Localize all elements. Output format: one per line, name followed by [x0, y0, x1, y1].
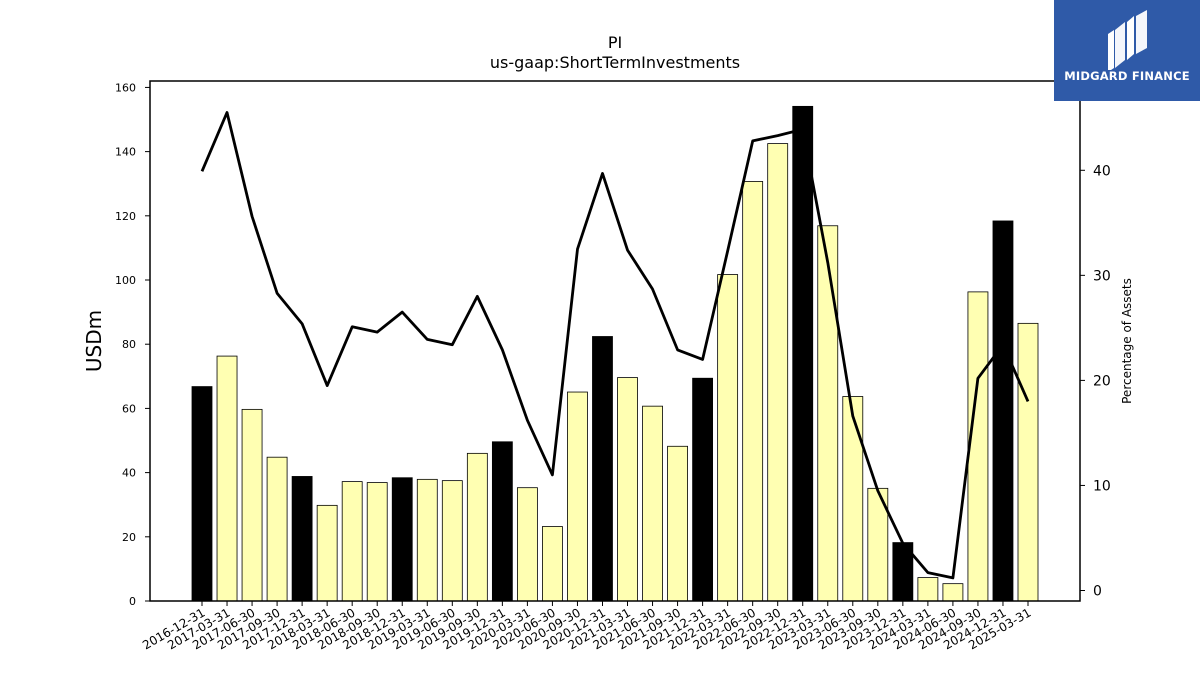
bar-2022-03-31 — [717, 274, 739, 602]
bar-2019-12-31 — [491, 441, 513, 602]
y-axis-right: 0 10 20 30 40 — [1080, 163, 1111, 599]
bar-2020-09-30 — [567, 391, 588, 602]
bar-2019-09-30 — [466, 452, 488, 602]
chart-subtitle: us-gaap:ShortTermInvestments — [490, 53, 740, 72]
y2-tick-label: 20 — [1093, 373, 1111, 389]
y-tick-label: 100 — [115, 274, 136, 287]
bar-2024-03-31 — [917, 577, 939, 602]
bar-2017-06-30 — [241, 408, 263, 602]
bar-2020-12-31 — [592, 336, 613, 602]
bar-2018-12-31 — [391, 477, 413, 602]
y-axis-left: 0 20 40 60 80 100 120 140 160 — [115, 81, 150, 608]
plot-frame — [149, 80, 1081, 602]
x-axis: 2016-12-312017-03-312017-06-302017-09-30… — [140, 601, 1034, 652]
y-tick-label: 160 — [115, 81, 136, 94]
bar-2021-06-30 — [642, 405, 663, 602]
y-tick-label: 80 — [122, 338, 136, 351]
y-tick-label: 120 — [115, 210, 136, 223]
y-tick-label: 40 — [122, 467, 136, 480]
bar-2022-12-31 — [792, 105, 814, 602]
bar-2016-12-31 — [191, 386, 213, 602]
bar-2021-09-30 — [667, 445, 688, 602]
y2-tick-label: 0 — [1093, 583, 1102, 599]
bar-series — [191, 105, 1039, 602]
y-tick-label: 20 — [122, 531, 136, 544]
bar-2021-03-31 — [617, 377, 638, 602]
bar-2019-06-30 — [441, 480, 463, 602]
bar-2024-06-30 — [942, 583, 964, 602]
y2-tick-label: 40 — [1093, 163, 1111, 179]
y-axis-label-left: USDm — [82, 310, 106, 372]
bar-2023-06-30 — [842, 396, 864, 602]
y-tick-label: 0 — [129, 595, 136, 608]
bar-2024-12-31 — [992, 220, 1014, 602]
y2-tick-label: 10 — [1093, 478, 1111, 494]
brand-name: MIDGARD FINANCE — [1064, 69, 1190, 83]
bar-2021-12-31 — [692, 377, 714, 602]
bar-2020-03-31 — [516, 487, 538, 602]
bar-2018-06-30 — [341, 481, 363, 602]
midgard-m-logo-icon — [1108, 10, 1147, 70]
line-series — [200, 111, 1030, 580]
bar-2020-06-30 — [542, 526, 563, 602]
chart-title: PI — [608, 33, 622, 52]
bar-2025-03-31 — [1017, 322, 1039, 602]
brand-logo: MIDGARD FINANCE — [1054, 0, 1200, 101]
y-tick-label: 60 — [122, 402, 136, 415]
y-axis-label-right: Percentage of Assets — [1120, 278, 1134, 404]
y2-tick-label: 30 — [1093, 268, 1111, 284]
bar-2019-03-31 — [416, 478, 438, 602]
bar-2017-03-31 — [216, 355, 238, 602]
y-tick-label: 140 — [115, 146, 136, 159]
bar-2024-09-30 — [967, 291, 989, 602]
bar-2022-06-30 — [742, 181, 764, 602]
bar-2017-12-31 — [291, 476, 313, 602]
bar-2023-03-31 — [817, 225, 839, 602]
bar-2022-09-30 — [767, 143, 789, 602]
percentage-line — [200, 111, 1030, 580]
bar-2018-03-31 — [316, 504, 338, 602]
bar-2018-09-30 — [366, 482, 388, 602]
bar-2017-09-30 — [266, 456, 288, 602]
